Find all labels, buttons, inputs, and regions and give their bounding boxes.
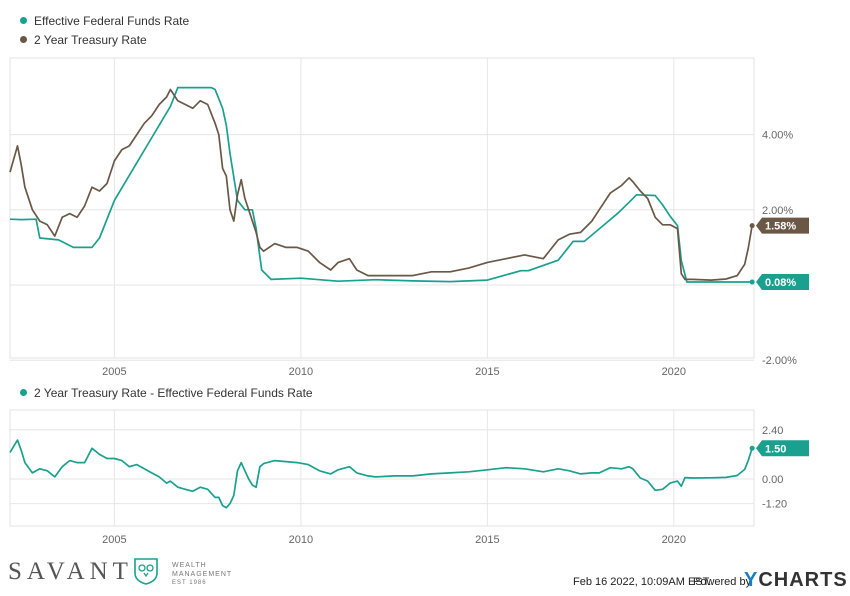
last-value-label: 1.58% xyxy=(765,221,796,233)
owl-logo-icon xyxy=(134,558,158,585)
series-line-0 xyxy=(9,439,753,509)
series-line-1 xyxy=(9,88,753,281)
series-end-marker xyxy=(749,223,755,229)
legend-item-fed-funds[interactable]: Effective Federal Funds Rate xyxy=(20,14,189,28)
plot-frame xyxy=(9,57,755,359)
last-value-badge xyxy=(756,273,809,290)
series-end-marker xyxy=(749,445,755,451)
ycharts-y: Y xyxy=(744,569,759,591)
series-line-0 xyxy=(9,86,753,283)
last-value-label: 0.08% xyxy=(765,277,796,289)
y-tick-label: 2.00% xyxy=(762,205,793,217)
last-value-label: 1.50 xyxy=(765,443,786,455)
legend-label: Effective Federal Funds Rate xyxy=(34,14,190,28)
company-logo-text: SAVANT xyxy=(8,558,133,585)
legend-label: 2 Year Treasury Rate xyxy=(34,33,147,47)
y-tick-label: 4.00% xyxy=(762,130,793,142)
y-tick-label: -1.20 xyxy=(762,499,787,511)
tagline-line: WEALTH xyxy=(172,562,207,569)
x-tick-label: 2010 xyxy=(289,366,313,378)
powered-by-label: Powered by xyxy=(693,576,752,588)
x-tick-label: 2015 xyxy=(475,366,499,378)
x-tick-label: 2015 xyxy=(475,534,499,546)
x-tick-label: 2005 xyxy=(102,366,126,378)
company-tagline: WEALTH MANAGEMENT EST 1986 xyxy=(172,561,232,588)
tagline-line: EST 1986 xyxy=(172,580,207,586)
legend-item-spread[interactable]: 2 Year Treasury Rate - Effective Federal… xyxy=(20,386,313,400)
plot-frame xyxy=(9,409,755,527)
x-tick-label: 2020 xyxy=(662,366,686,378)
legend-dot-icon xyxy=(20,36,27,43)
x-tick-label: 2005 xyxy=(102,534,126,546)
y-tick-label: 2.40 xyxy=(762,425,783,437)
x-tick-label: 2020 xyxy=(662,534,686,546)
tagline-line: MANAGEMENT xyxy=(172,571,233,578)
y-tick-label: 0.00 xyxy=(762,474,783,486)
last-value-badge xyxy=(756,217,809,234)
last-value-badge xyxy=(756,440,809,457)
y-tick-label: -2.00% xyxy=(762,355,797,367)
x-tick-label: 2010 xyxy=(289,534,313,546)
legend-item-treasury[interactable]: 2 Year Treasury Rate xyxy=(20,33,147,47)
ycharts-logo[interactable]: YCHARTS xyxy=(744,569,848,592)
legend-label: 2 Year Treasury Rate - Effective Federal… xyxy=(34,386,313,400)
legend-dot-icon xyxy=(20,17,27,24)
ycharts-text: CHARTS xyxy=(758,569,848,591)
timestamp: Feb 16 2022, 10:09AM EST. xyxy=(573,576,712,588)
series-end-marker xyxy=(749,279,755,285)
legend-dot-icon xyxy=(20,389,27,396)
